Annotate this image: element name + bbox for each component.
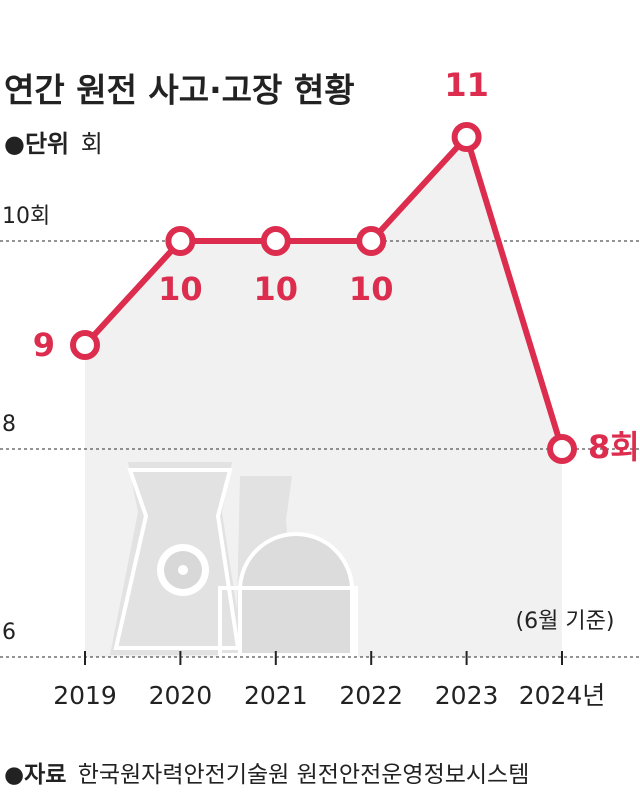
y-tick-label: 6	[2, 620, 16, 645]
line	[82, 134, 565, 450]
reactor-illustration	[110, 462, 358, 657]
marker	[356, 226, 387, 256]
source: 한국원자력안전기술원 원전안전운영정보시스템	[78, 762, 530, 788]
y-tick-label: 8	[2, 412, 16, 437]
x-tick-label: 2022	[339, 681, 403, 710]
marker	[70, 330, 100, 360]
data-label: 10	[349, 270, 394, 308]
x-tick-label: 2024년	[519, 681, 606, 710]
reactor-dome	[238, 532, 354, 657]
marker	[547, 434, 577, 464]
annotation: (6월 기준)	[516, 609, 615, 634]
x-tick-label: 2023	[435, 681, 499, 710]
y-tick-label: 10회	[2, 204, 50, 229]
data-label: 10	[254, 270, 299, 308]
reactor-building	[218, 586, 358, 657]
x-tick-label: 2020	[149, 681, 213, 710]
unit-note: ●단위 회	[4, 130, 103, 158]
source-label: ●자료	[4, 762, 66, 788]
unit: 회	[81, 130, 103, 158]
unit-label: ●단위	[4, 130, 69, 158]
marker	[451, 122, 482, 152]
source-note: ●자료 한국원자력안전기술원 원전안전운영정보시스템	[4, 762, 529, 788]
marker	[165, 226, 196, 256]
data-label: 11	[444, 66, 489, 104]
radiation-center	[178, 565, 188, 575]
x-tick-label: 2019	[53, 681, 117, 710]
marker	[260, 226, 291, 256]
data-label: 9	[33, 326, 55, 364]
data-label: 8회	[588, 428, 640, 466]
data-label: 10	[158, 270, 203, 308]
chart-title: 연간 원전 사고·고장 현황	[4, 71, 355, 110]
x-tick-label: 2021	[244, 681, 308, 710]
